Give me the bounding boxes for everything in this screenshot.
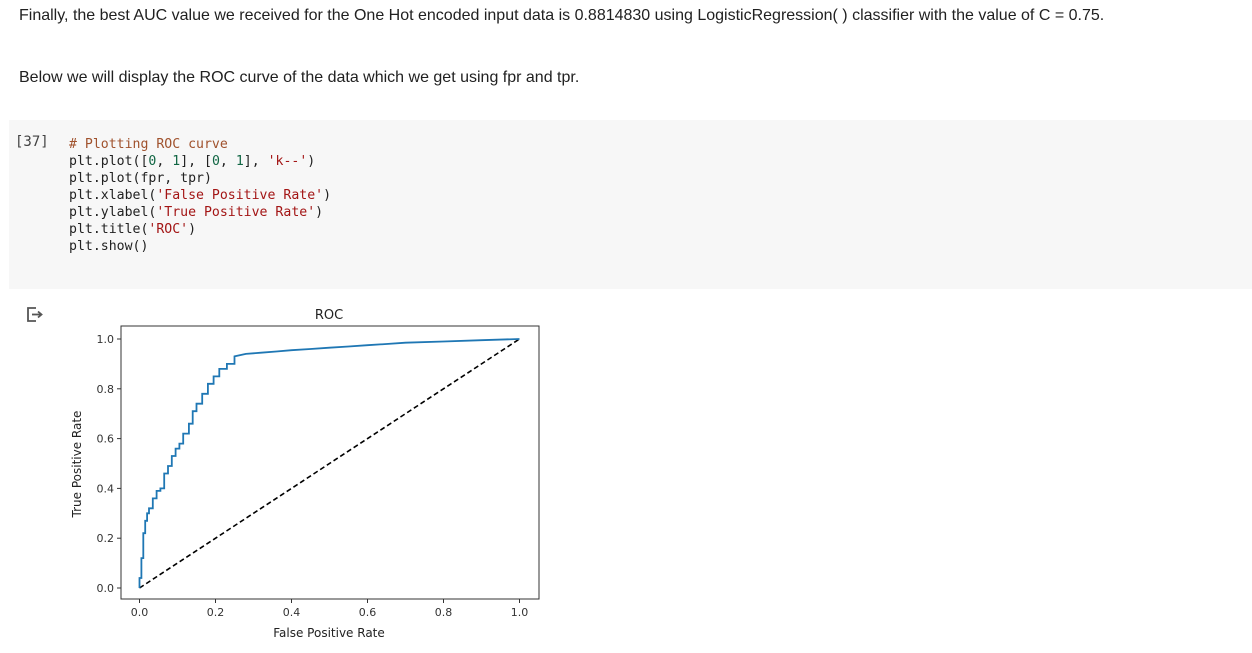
y-axis-ticks: 0.0 0.2 0.4 0.6 0.8 1.0: [97, 333, 122, 595]
y-tick-label: 0.2: [97, 532, 115, 545]
y-tick-label: 0.8: [97, 383, 115, 396]
x-tick-label: 0.0: [131, 606, 149, 619]
x-tick-label: 0.8: [435, 606, 453, 619]
y-tick-label: 0.6: [97, 433, 115, 446]
x-tick-label: 0.2: [207, 606, 225, 619]
y-tick-label: 0.4: [97, 482, 115, 495]
x-tick-label: 0.6: [359, 606, 377, 619]
x-axis-ticks: 0.0 0.2 0.4 0.6 0.8 1.0: [131, 599, 529, 619]
x-tick-label: 1.0: [511, 606, 529, 619]
y-tick-label: 0.0: [97, 582, 115, 595]
chart-title: ROC: [315, 308, 343, 323]
y-tick-label: 1.0: [97, 333, 115, 346]
x-axis-label: False Positive Rate: [273, 626, 385, 640]
y-axis-label: True Positive Rate: [70, 411, 84, 519]
x-tick-label: 0.4: [283, 606, 301, 619]
